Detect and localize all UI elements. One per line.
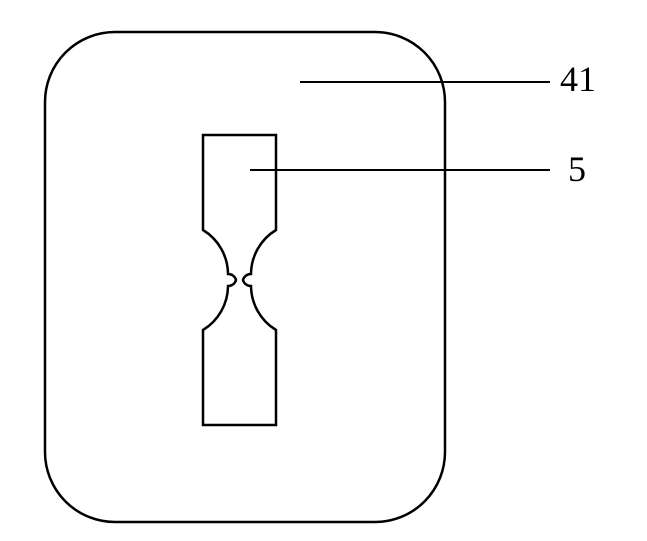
technical-diagram	[0, 0, 647, 541]
callout-label-41: 41	[560, 58, 596, 100]
inner-specimen	[203, 135, 276, 425]
callout-label-5: 5	[568, 148, 586, 190]
